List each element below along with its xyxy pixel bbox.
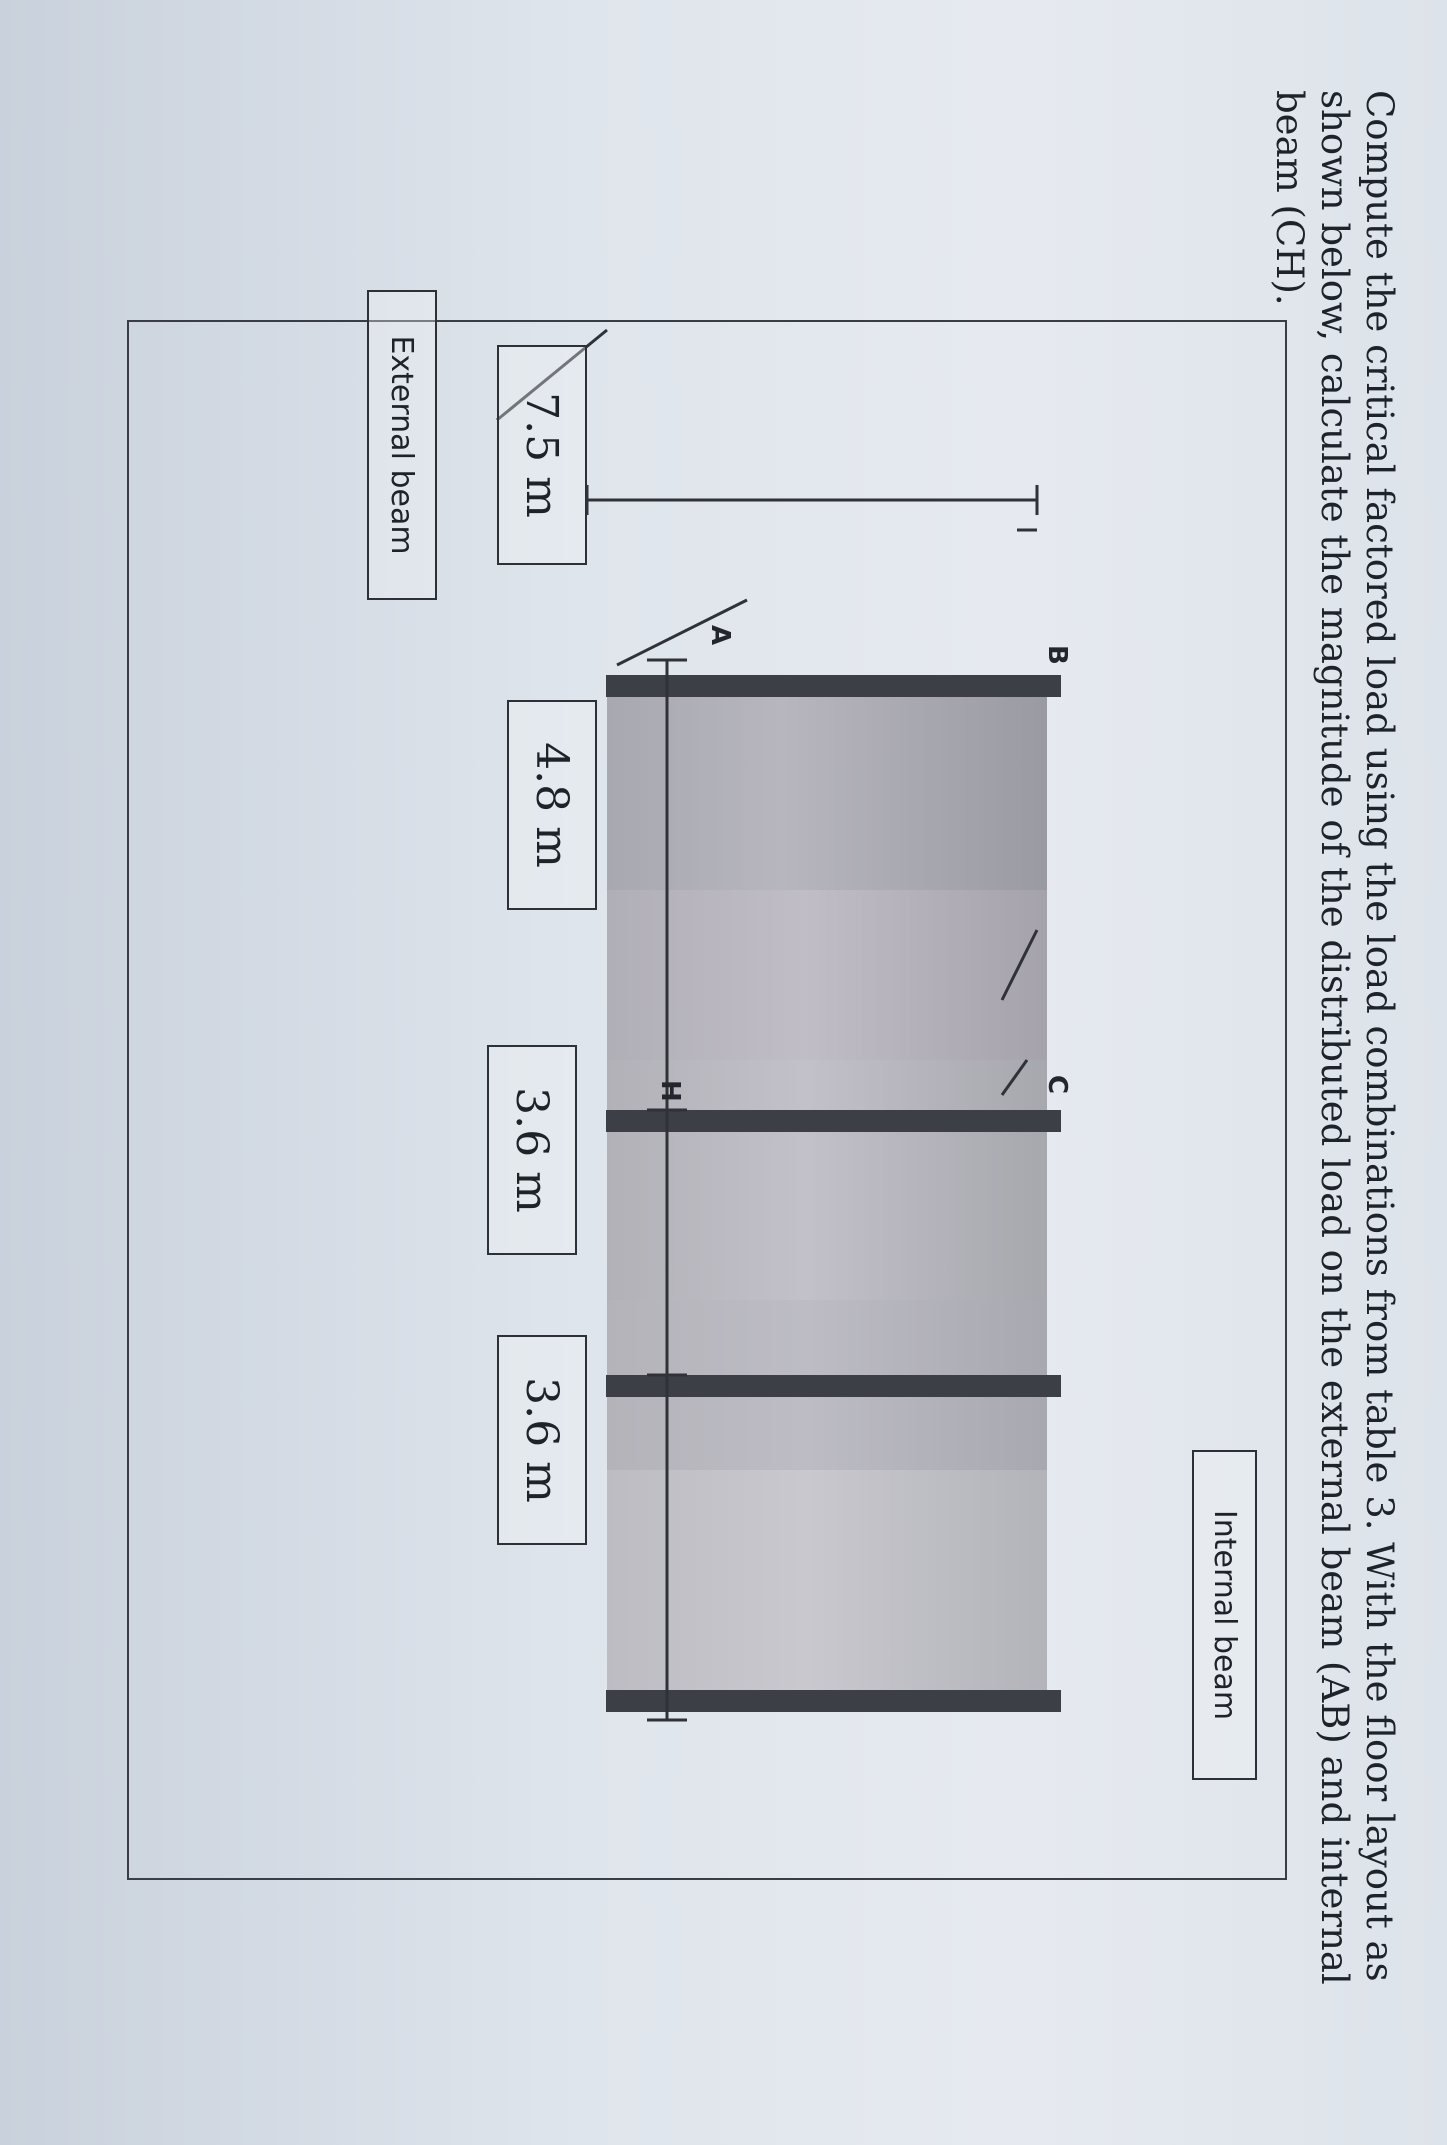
dimension-3-6-b-box: 3.6 m (497, 1335, 587, 1545)
point-b-label: B (1042, 645, 1072, 665)
point-h-label: H (655, 1080, 685, 1102)
dimension-3-6-b-label: 3.6 m (516, 1377, 568, 1503)
point-c-label: C (1042, 1075, 1072, 1095)
internal-beam-label: Internal beam (1207, 1509, 1242, 1721)
dimension-4-8-box: 4.8 m (507, 700, 597, 910)
external-beam-label: External beam (384, 335, 420, 555)
dimension-3-6-a-label: 3.6 m (506, 1087, 558, 1213)
point-a-label: A (705, 625, 735, 646)
dimension-7-5-label: 7.5 m (516, 392, 568, 518)
external-beam-label-box: External beam (367, 290, 437, 600)
dimension-4-8-label: 4.8 m (526, 742, 578, 868)
dimension-7-5-box: 7.5 m (497, 345, 587, 565)
internal-beam-label-box: Internal beam (1192, 1450, 1257, 1780)
dimension-3-6-a-box: 3.6 m (487, 1045, 577, 1255)
